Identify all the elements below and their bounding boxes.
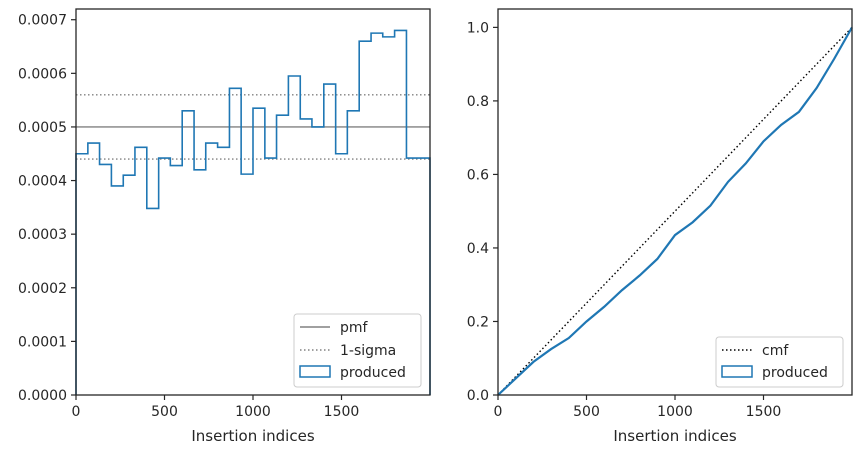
right-y-tick-label: 0.6 xyxy=(467,167,489,183)
legend-1-sigma-label: 1-sigma xyxy=(340,343,396,359)
cmf-line xyxy=(497,26,853,396)
left-legend: pmf 1-sigma produced xyxy=(293,313,422,388)
legend-produced-label: produced xyxy=(340,365,406,381)
right-x-tick-label: 1000 xyxy=(657,404,693,420)
right-y-tick-label: 1.0 xyxy=(467,20,489,36)
left-y-tick-label: 0.0002 xyxy=(18,281,67,297)
right-x-axis-label: Insertion indices xyxy=(613,427,736,445)
right-y-tick-label: 0.2 xyxy=(467,314,489,330)
right-y-tick-label: 0.0 xyxy=(467,388,489,404)
right-y-tick-label: 0.4 xyxy=(467,241,489,257)
left-x-tick-label: 500 xyxy=(151,404,178,420)
right-x-tick-label: 0 xyxy=(494,404,503,420)
right-chart: 0 500 1000 1500 0.0 0.2 0.4 0.6 0.8 1.0 Insertion… xyxy=(467,8,853,445)
right-plot-area xyxy=(498,9,852,395)
legend-pmf-label: pmf xyxy=(340,320,369,336)
produced-histogram-step xyxy=(75,29,431,395)
right-x-tick-label: 1500 xyxy=(746,404,782,420)
left-chart: 0 500 1000 1500 0.0000 0.0001 0.0002 0.0003 0.00… xyxy=(18,8,431,445)
left-y-tick-label: 0.0000 xyxy=(18,388,67,404)
left-y-tick-label: 0.0007 xyxy=(18,13,67,29)
produced-cumulative-line xyxy=(497,26,853,396)
left-x-tick-label: 1500 xyxy=(324,404,360,420)
right-legend-box xyxy=(715,336,844,388)
left-y-tick-label: 0.0001 xyxy=(18,334,67,350)
left-legend-box xyxy=(293,313,422,388)
legend-cmf-label: cmf xyxy=(762,343,789,359)
left-x-tick-label: 1000 xyxy=(235,404,271,420)
legend-produced-label: produced xyxy=(762,365,828,381)
legend-produced-swatch xyxy=(721,365,753,378)
right-y-tick-label: 0.8 xyxy=(467,94,489,110)
right-x-tick-label: 500 xyxy=(573,404,600,420)
left-x-axis-label: Insertion indices xyxy=(191,427,314,445)
left-y-tick-label: 0.0003 xyxy=(18,227,67,243)
legend-produced-swatch xyxy=(299,365,331,378)
right-legend: cmf produced xyxy=(715,336,844,388)
left-y-tick-label: 0.0005 xyxy=(18,120,67,136)
left-y-tick-label: 0.0006 xyxy=(18,66,67,82)
left-y-tick-label: 0.0004 xyxy=(18,174,67,190)
left-x-tick-label: 0 xyxy=(72,404,81,420)
